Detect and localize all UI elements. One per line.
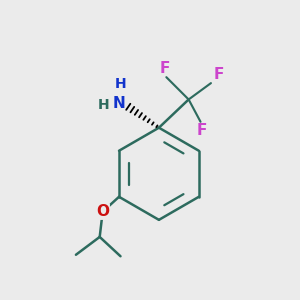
Text: F: F xyxy=(214,67,224,82)
Text: H: H xyxy=(115,77,126,92)
Text: O: O xyxy=(96,204,109,219)
Text: H: H xyxy=(98,98,109,112)
Text: F: F xyxy=(160,61,170,76)
Text: N: N xyxy=(112,96,125,111)
Text: F: F xyxy=(197,123,207,138)
